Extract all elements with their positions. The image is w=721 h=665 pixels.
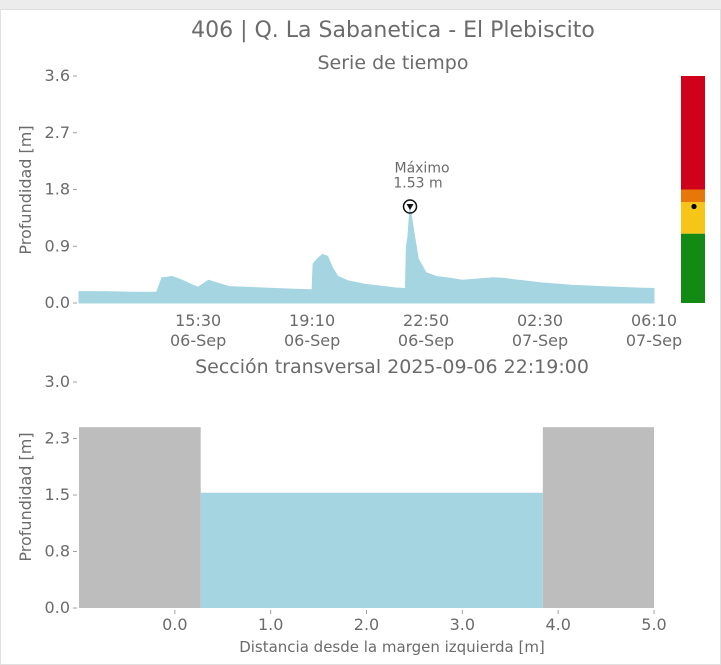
water-area bbox=[200, 492, 543, 608]
x-tick-label-time: 15:30 bbox=[175, 311, 221, 330]
y-tick-label: 0.0 bbox=[45, 293, 70, 312]
cross-section-chart: Sección transversal 2025-09-06 22:19:00 … bbox=[16, 356, 667, 656]
x-tick-label-time: 06:10 bbox=[631, 311, 677, 330]
time-series-y-axis: 0.0 0.9 1.8 2.7 3.6 bbox=[45, 66, 77, 312]
time-series-x-axis: 15:3006-Sep19:1006-Sep22:5006-Sep02:3007… bbox=[170, 311, 682, 350]
x-tick-label-time: 19:10 bbox=[289, 311, 335, 330]
cross-section-x-axis: 0.0 1.0 2.0 3.0 4.0 5.0 bbox=[162, 610, 667, 634]
cross-section-plot-area bbox=[79, 427, 654, 608]
x-tick-label-time: 22:50 bbox=[403, 311, 449, 330]
right-bank bbox=[542, 427, 654, 608]
x-tick-label: 0.0 bbox=[162, 615, 187, 634]
y-tick-label: 3.0 bbox=[45, 372, 70, 391]
x-tick-label: 1.0 bbox=[258, 615, 283, 634]
y-tick-label: 3.6 bbox=[45, 66, 70, 85]
x-tick-label: 3.0 bbox=[450, 615, 475, 634]
x-tick-label-date: 07-Sep bbox=[626, 331, 682, 350]
cross-section-xlabel: Distancia desde la margen izquierda [m] bbox=[239, 638, 545, 656]
max-annotation-value: 1.53 m bbox=[393, 176, 442, 192]
top-strip bbox=[0, 0, 721, 9]
y-tick-label: 2.7 bbox=[45, 123, 70, 142]
risk-level-bar bbox=[681, 76, 705, 303]
current-level-dot bbox=[691, 203, 697, 210]
time-series-ylabel: Profundidad [m] bbox=[16, 125, 35, 254]
risk-orange-band bbox=[681, 189, 705, 203]
x-tick-label-date: 06-Sep bbox=[170, 331, 226, 350]
x-tick-label: 4.0 bbox=[545, 615, 570, 634]
x-tick-label-date: 06-Sep bbox=[398, 331, 454, 350]
y-tick-label: 0.8 bbox=[45, 542, 70, 561]
x-tick-label-date: 06-Sep bbox=[284, 331, 340, 350]
x-tick-label-time: 02:30 bbox=[517, 311, 563, 330]
x-tick-label: 5.0 bbox=[641, 615, 666, 634]
depth-area-series bbox=[78, 206, 655, 304]
y-tick-label: 2.3 bbox=[45, 429, 70, 448]
y-tick-label: 0.0 bbox=[45, 598, 70, 617]
risk-green-band bbox=[681, 233, 705, 303]
time-series-chart: Serie de tiempo Profundidad [m] 0.0 0.9 1.… bbox=[16, 52, 705, 350]
time-series-title: Serie de tiempo bbox=[318, 52, 469, 74]
max-marker-arrow bbox=[406, 204, 414, 211]
cross-section-title: Sección transversal 2025-09-06 22:19:00 bbox=[195, 356, 589, 378]
cross-section-ylabel: Profundidad [m] bbox=[16, 432, 35, 561]
left-bank bbox=[79, 427, 201, 608]
risk-red-band bbox=[681, 76, 705, 190]
y-tick-label: 1.5 bbox=[45, 485, 70, 504]
cross-section-y-axis: 0.0 0.8 1.5 2.3 3.0 bbox=[45, 372, 77, 617]
x-tick-label: 2.0 bbox=[354, 615, 379, 634]
max-annotation-label: Máximo bbox=[394, 161, 449, 177]
y-tick-label: 0.9 bbox=[45, 236, 70, 255]
x-tick-label-date: 07-Sep bbox=[512, 331, 568, 350]
figure-title: 406 | Q. La Sabanetica - El Plebiscito bbox=[191, 18, 595, 43]
y-tick-label: 1.8 bbox=[45, 180, 70, 199]
